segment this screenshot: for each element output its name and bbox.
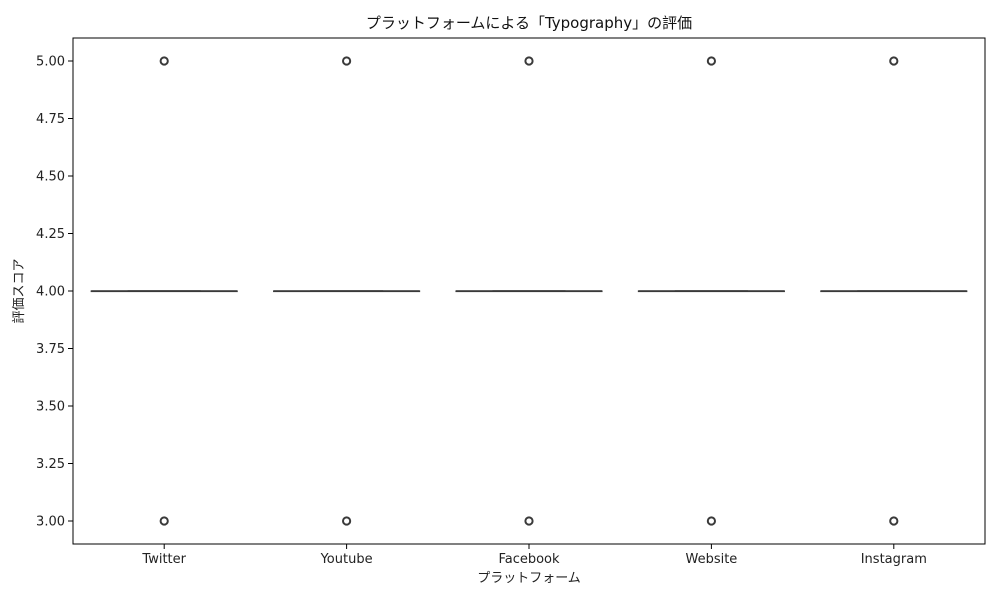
outlier-point: [342, 516, 352, 526]
y-tick-label: 5.00: [36, 55, 65, 70]
outlier-point: [159, 516, 169, 526]
outlier-point: [524, 56, 534, 66]
x-axis-label: プラットフォーム: [477, 571, 581, 586]
x-tick-label: Youtube: [320, 552, 373, 567]
y-tick-label: 3.75: [36, 342, 65, 357]
x-tick-label: Website: [685, 552, 737, 567]
outlier-point: [159, 56, 169, 66]
outlier-point: [524, 516, 534, 526]
chart-title: プラットフォームによる「Typography」の評価: [366, 14, 692, 32]
outlier-point: [889, 56, 899, 66]
box-facebook: [455, 56, 603, 526]
y-axis-label: 評価スコア: [12, 258, 27, 323]
box-youtube: [273, 56, 421, 526]
outlier-point: [889, 516, 899, 526]
y-tick-label: 3.25: [36, 457, 65, 472]
y-tick-label: 4.25: [36, 227, 65, 242]
outlier-point: [706, 56, 717, 66]
y-tick-label: 4.75: [36, 112, 65, 127]
outlier-point: [342, 56, 352, 66]
x-axis: Twitter Youtube Facebook Website Instagram: [141, 544, 927, 567]
y-tick-label: 3.00: [36, 515, 65, 530]
x-tick-label: Facebook: [498, 552, 560, 567]
x-tick-label: Twitter: [141, 552, 186, 567]
y-tick-label: 3.50: [36, 400, 65, 415]
y-axis: 3.00 3.25 3.50 3.75 4.00 4.25 4.50 4.75 5.00: [36, 55, 73, 530]
box-twitter: [90, 56, 238, 526]
outlier-point: [706, 516, 717, 526]
box-website: [637, 56, 785, 526]
box-series: [90, 56, 968, 526]
y-tick-label: 4.00: [36, 285, 65, 300]
box-instagram: [820, 56, 968, 526]
x-tick-label: Instagram: [861, 552, 927, 567]
y-tick-label: 4.50: [36, 170, 65, 185]
